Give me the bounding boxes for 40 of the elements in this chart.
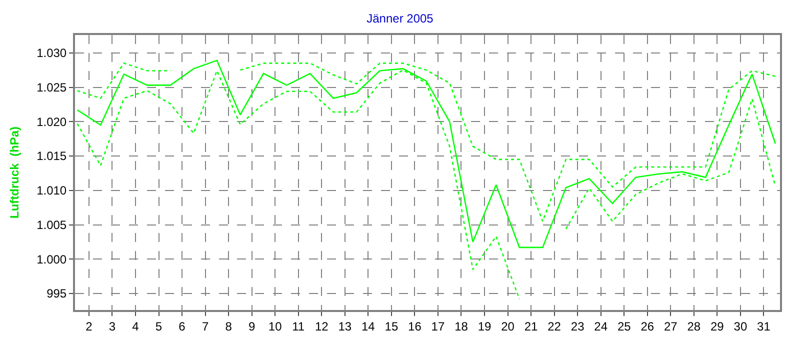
x-tick-label: 6 [178,319,186,334]
x-tick-label: 19 [478,319,492,334]
x-tick-label: 15 [384,319,398,334]
x-tick-label: 27 [664,319,678,334]
y-tick-label: 1.020 [36,114,67,129]
x-tick-label: 9 [248,319,256,334]
x-tick-label: 31 [757,319,771,334]
x-tick-label: 8 [225,319,232,334]
x-tick-label: 7 [202,319,209,334]
y-tick-label: 1.010 [36,184,67,198]
x-tick-label: 26 [640,319,654,334]
x-tick-label: 25 [617,319,632,334]
y-tick-label: 995 [46,286,67,301]
x-tick-label: 3 [108,319,116,334]
x-tick-label: 5 [155,319,162,334]
y-tick-label: 1.000 [36,252,67,266]
x-tick-label: 12 [314,319,329,334]
x-tick-label: 13 [338,319,352,334]
x-tick-label: 18 [454,319,468,334]
x-tick-label: 24 [594,319,608,334]
x-tick-label: 10 [268,319,282,334]
x-tick-label: 11 [292,319,305,334]
chart-title: Jänner 2005 [366,11,434,26]
x-tick-label: 16 [408,319,422,334]
y-tick-label: 1.005 [36,218,67,232]
x-tick-label: 29 [710,319,724,334]
x-tick-label: 21 [524,319,538,334]
x-tick-label: 20 [501,319,515,334]
x-tick-label: 23 [570,319,585,334]
x-tick-label: 4 [132,319,140,334]
x-tick-label: 22 [548,319,562,334]
x-tick-label: 2 [86,319,93,334]
y-tick-label: 1.030 [36,46,67,60]
y-tick-label: 1.015 [36,149,67,164]
y-axis-title: Luftdruck (hPa) [7,126,22,218]
x-tick-label: 17 [431,319,445,334]
x-tick-label: 14 [361,319,376,334]
y-tick-label: 1.025 [36,80,67,94]
x-tick-label: 28 [687,319,701,334]
x-tick-label: 30 [734,319,748,334]
